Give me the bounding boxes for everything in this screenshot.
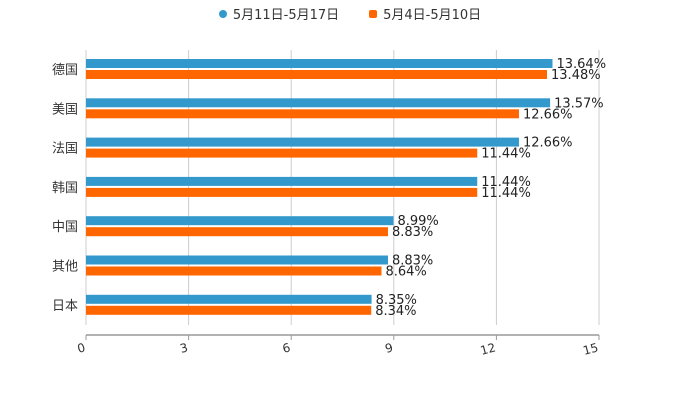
bar — [86, 176, 478, 186]
category-label: 其他 — [52, 260, 78, 275]
data-label: 8.99% — [397, 214, 438, 229]
legend-label: 5月4日-5月10日 — [383, 8, 482, 23]
bar — [86, 294, 372, 304]
bar — [86, 266, 382, 276]
category-label: 日本 — [52, 299, 78, 314]
legend-square-icon — [369, 9, 378, 18]
category-label: 法国 — [52, 142, 78, 157]
data-label: 12.66% — [523, 107, 573, 122]
bar — [86, 59, 553, 68]
data-label: 11.44% — [481, 147, 531, 162]
x-tick-label: 15 — [581, 340, 599, 357]
bar — [86, 255, 388, 265]
legend: 5月11日-5月17日 5月4日-5月10日 — [0, 4, 700, 23]
category-label: 韩国 — [52, 181, 78, 196]
category-label: 德国 — [52, 63, 78, 78]
bar — [86, 227, 388, 237]
bar — [86, 98, 551, 108]
legend-item-series-1[interactable]: 5月11日-5月17日 — [218, 4, 340, 23]
legend-circle-icon — [218, 9, 227, 18]
data-label: 13.48% — [551, 68, 601, 83]
bar — [86, 305, 372, 315]
data-label: 8.34% — [375, 304, 416, 319]
bar — [86, 148, 478, 158]
data-label: 8.35% — [376, 293, 417, 308]
x-tick-label: 9 — [384, 340, 395, 356]
data-label: 12.66% — [523, 136, 573, 151]
data-label: 11.44% — [481, 186, 531, 201]
data-label: 11.44% — [481, 175, 531, 190]
x-tick-label: 12 — [479, 340, 497, 357]
x-tick-label: 6 — [281, 340, 292, 356]
bar — [86, 70, 548, 79]
bar — [86, 137, 519, 147]
data-label: 13.64% — [556, 57, 606, 72]
bar — [86, 109, 519, 119]
data-label: 8.64% — [385, 265, 426, 280]
category-label: 美国 — [52, 102, 78, 117]
legend-label: 5月11日-5月17日 — [232, 8, 340, 23]
category-label: 中国 — [52, 220, 78, 235]
legend-item-series-2[interactable]: 5月4日-5月10日 — [369, 4, 481, 23]
x-tick-label: 0 — [76, 340, 87, 356]
bar — [86, 216, 394, 226]
data-label: 8.83% — [392, 254, 433, 269]
bar — [86, 187, 478, 197]
data-label: 8.83% — [392, 225, 433, 240]
data-label: 13.57% — [554, 96, 604, 111]
x-tick-label: 3 — [178, 340, 189, 356]
